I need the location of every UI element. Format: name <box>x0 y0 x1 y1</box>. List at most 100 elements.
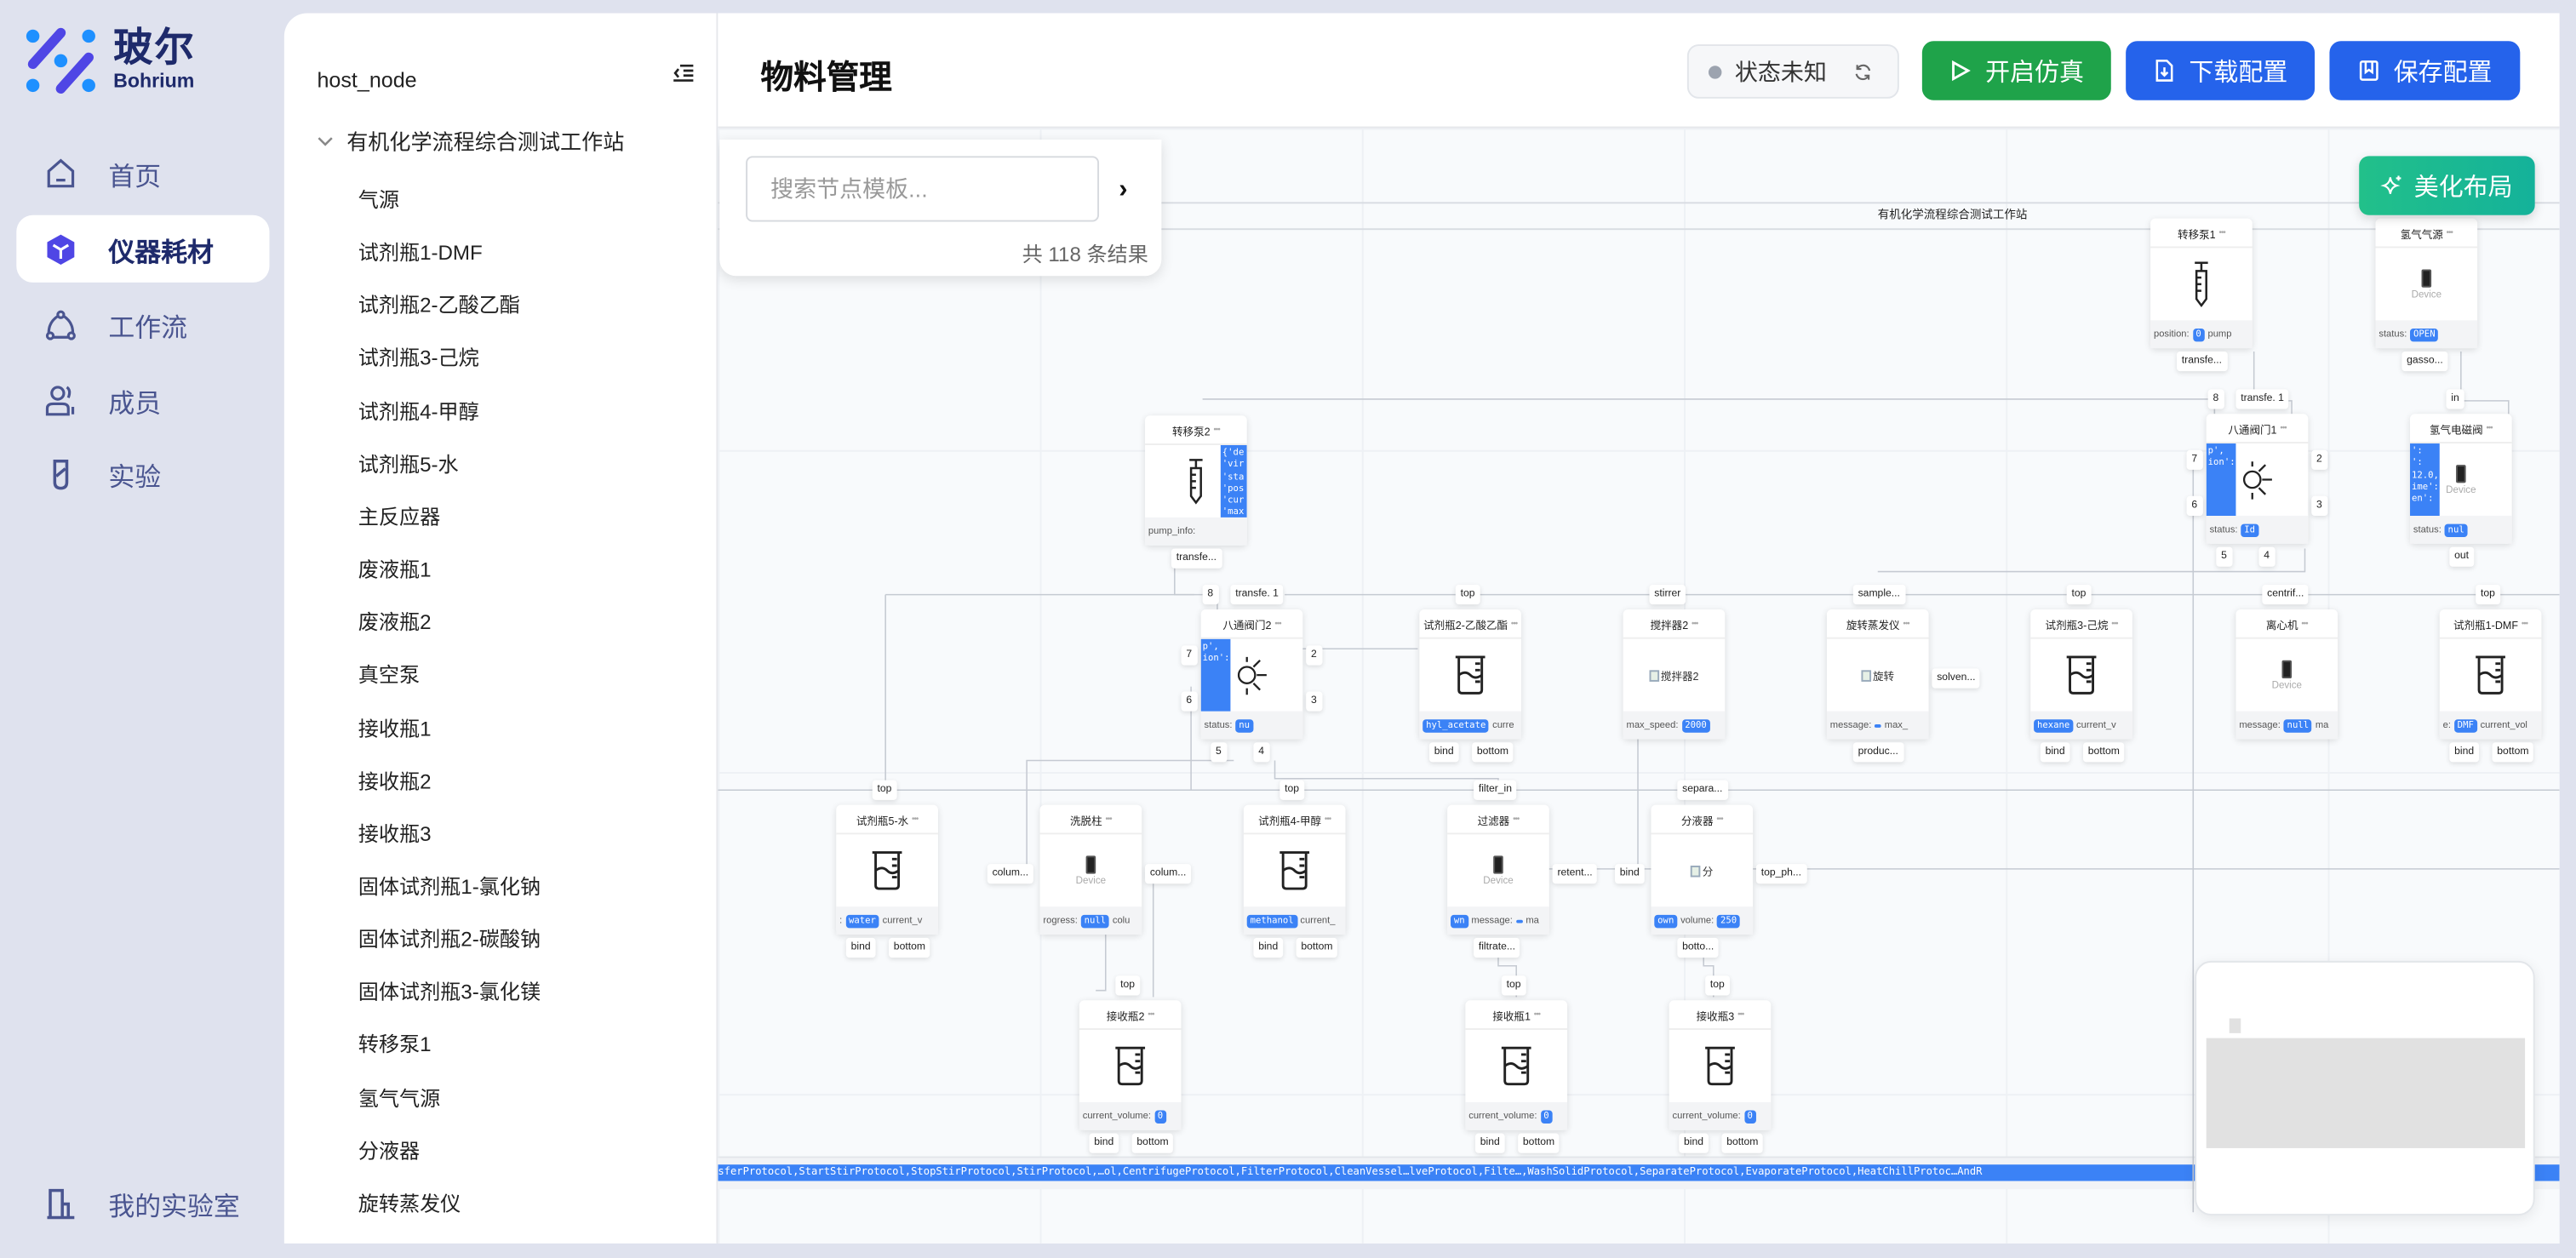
more-icon[interactable]: ••• <box>2446 227 2453 237</box>
node-header[interactable]: 洗脱柱 ••• <box>1039 805 1142 835</box>
port-label[interactable]: bind <box>1253 937 1283 958</box>
more-icon[interactable]: ••• <box>1533 1009 1541 1020</box>
port-label[interactable]: gasso... <box>2401 351 2448 372</box>
more-icon[interactable]: ••• <box>2218 227 2226 237</box>
nav-item-members[interactable]: 成员 <box>16 366 269 433</box>
flow-node[interactable]: 接收瓶1 ••• current_volume: 0 <box>1465 1000 1568 1130</box>
tree-item[interactable]: 真空泵 <box>358 664 421 688</box>
port-label[interactable]: separa... <box>1677 780 1728 800</box>
port-label[interactable]: 7 <box>2186 449 2202 470</box>
nav-item-my-lab[interactable]: 我的实验室 <box>16 1169 269 1237</box>
more-icon[interactable]: ••• <box>1274 618 1281 629</box>
port-label[interactable]: bind <box>1428 742 1459 763</box>
brand-logo[interactable]: 玻尔 Bohrium <box>25 26 196 95</box>
port-label[interactable]: 3 <box>2311 495 2327 516</box>
tree-item[interactable]: 接收瓶1 <box>358 717 432 741</box>
port-label[interactable]: top <box>872 780 897 800</box>
port-label[interactable]: top <box>2066 585 2092 605</box>
port-label[interactable]: transfe... <box>1171 548 1222 569</box>
tree-item[interactable]: 试剂瓶1-DMF <box>358 241 483 265</box>
node-header[interactable]: 试剂瓶5-水 ••• <box>836 805 938 835</box>
tree-item[interactable]: 试剂瓶4-甲醇 <box>358 400 479 424</box>
node-header[interactable]: 八通阀门2 ••• <box>1200 609 1303 639</box>
tree-item[interactable]: 废液瓶1 <box>358 558 432 582</box>
flow-canvas[interactable]: 有机化学流程综合测试工作站 sferProtocol,StartStirProt… <box>718 128 2560 1244</box>
node-header[interactable]: 氢气气源 ••• <box>2375 219 2478 249</box>
port-label[interactable]: 8 <box>1202 585 1218 605</box>
port-label[interactable]: 5 <box>1211 742 1227 763</box>
port-label[interactable]: transfe... <box>2176 351 2227 372</box>
port-label[interactable]: 3 <box>1306 691 1322 712</box>
tree-item[interactable]: 固体试剂瓶3-氯化镁 <box>358 981 541 1004</box>
port-label[interactable]: retent... <box>1552 864 1598 884</box>
more-icon[interactable]: ••• <box>1737 1009 1744 1020</box>
flow-node[interactable]: 离心机 ••• Device message: null ma <box>2235 609 2338 740</box>
start-simulation-button[interactable]: 开启仿真 <box>1921 41 2111 100</box>
more-icon[interactable]: ••• <box>1692 618 1698 629</box>
port-label[interactable]: top <box>1501 975 1526 996</box>
nav-item-workflow[interactable]: 工作流 <box>16 291 269 358</box>
tree-root[interactable]: host_node <box>317 67 417 93</box>
more-icon[interactable]: ••• <box>1510 618 1518 629</box>
port-label[interactable]: 8 <box>2207 389 2224 409</box>
more-icon[interactable]: ••• <box>1213 424 1220 435</box>
port-label[interactable]: filtrate... <box>1474 937 1520 958</box>
port-label[interactable]: bottom <box>2082 742 2125 763</box>
more-icon[interactable]: ••• <box>1903 618 1909 629</box>
port-label[interactable]: 2 <box>2311 449 2327 470</box>
port-label[interactable]: 4 <box>1253 742 1269 763</box>
port-label[interactable]: bind <box>2040 742 2070 763</box>
port-label[interactable]: bind <box>845 937 876 958</box>
port-label[interactable]: 2 <box>1306 645 1322 666</box>
tree-item[interactable]: 分液器 <box>358 1139 421 1163</box>
flow-node[interactable]: 试剂瓶4-甲醇 ••• methanol current_ <box>1243 804 1346 935</box>
node-header[interactable]: 试剂瓶3-己烷 ••• <box>2030 609 2132 639</box>
flow-node[interactable]: 分液器 ••• 分 own volume: 250 <box>1651 804 1754 935</box>
more-icon[interactable]: ••• <box>2301 618 2308 629</box>
node-header[interactable]: 试剂瓶1-DMF ••• <box>2439 609 2542 639</box>
flow-node[interactable]: 试剂瓶3-己烷 ••• hexane current_v <box>2030 609 2132 740</box>
port-label[interactable]: bottom <box>889 937 930 958</box>
flow-node[interactable]: 过滤器 ••• Device wn message: ma <box>1447 804 1549 935</box>
node-header[interactable]: 搅拌器2 ••• <box>1623 609 1726 639</box>
flow-node[interactable]: 试剂瓶5-水 •••: water current_v <box>836 804 938 935</box>
tree-item[interactable]: 转移泵1 <box>358 1033 432 1057</box>
more-icon[interactable]: ••• <box>2111 618 2118 629</box>
port-label[interactable]: stirrer <box>1649 585 1686 605</box>
port-label[interactable]: produc... <box>1852 742 1903 763</box>
port-label[interactable]: bind <box>1089 1133 1119 1153</box>
port-label[interactable]: top <box>2476 585 2500 605</box>
flow-node[interactable]: 八通阀门2 ••• p', ion': status: nu <box>1200 609 1303 740</box>
tree-item[interactable]: 氢气气源 <box>358 1086 441 1110</box>
collapse-sidebar-icon[interactable] <box>672 60 695 83</box>
port-label[interactable]: bottom <box>1296 937 1338 958</box>
chevron-right-icon[interactable]: › <box>1119 175 1128 204</box>
more-icon[interactable]: ••• <box>1148 1009 1154 1020</box>
port-label[interactable]: solven... <box>1932 668 1981 689</box>
tree-item[interactable]: 旋转蒸发仪 <box>358 1192 461 1215</box>
more-icon[interactable]: ••• <box>1105 814 1112 824</box>
more-icon[interactable]: ••• <box>2521 618 2528 629</box>
tree-item[interactable]: 试剂瓶3-己烷 <box>358 347 479 371</box>
more-icon[interactable]: ••• <box>1716 814 1723 824</box>
port-label[interactable]: botto... <box>1677 937 1720 958</box>
tree-item[interactable]: 固体试剂瓶2-碳酸钠 <box>358 928 541 952</box>
port-label[interactable]: 7 <box>1181 645 1197 666</box>
port-label[interactable]: 6 <box>2186 495 2202 516</box>
search-input[interactable]: 搜索节点模板... <box>746 156 1100 222</box>
tree-item[interactable]: 气源 <box>358 188 399 212</box>
flow-node[interactable]: 试剂瓶1-DMF ••• e: DMF current_vol <box>2439 609 2542 740</box>
download-config-button[interactable]: 下载配置 <box>2126 41 2316 100</box>
node-header[interactable]: 试剂瓶4-甲醇 ••• <box>1243 805 1346 835</box>
save-config-button[interactable]: 保存配置 <box>2329 41 2521 100</box>
flow-node[interactable]: 转移泵1 ••• position: 0 pump <box>2150 218 2253 349</box>
port-label[interactable]: bottom <box>1472 742 1514 763</box>
more-icon[interactable]: ••• <box>912 814 919 824</box>
port-label[interactable]: bind <box>1679 1133 1709 1153</box>
tree-item[interactable]: 接收瓶3 <box>358 822 432 846</box>
port-label[interactable]: bottom <box>1131 1133 1174 1153</box>
port-label[interactable]: top <box>1705 975 1730 996</box>
node-header[interactable]: 转移泵1 ••• <box>2150 219 2253 249</box>
port-label[interactable]: 5 <box>2216 546 2232 567</box>
tree-group-workstation[interactable]: 有机化学流程综合测试工作站 <box>317 125 624 157</box>
